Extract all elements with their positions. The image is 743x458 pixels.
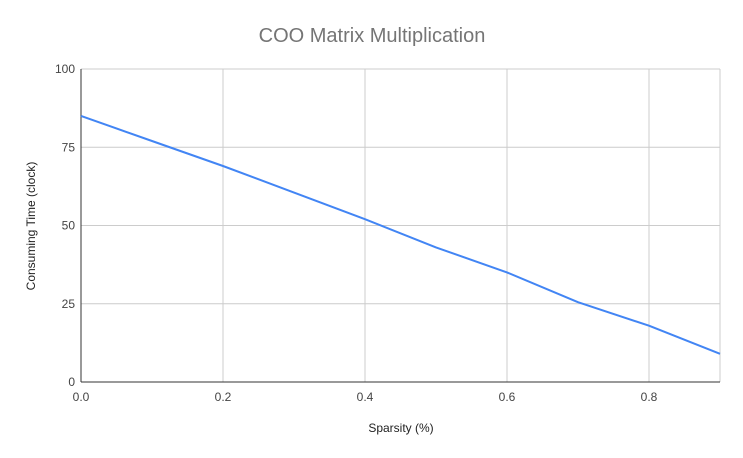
y-tick-label: 100 <box>55 62 75 76</box>
series-layer <box>80 114 721 355</box>
y-tick-label: 0 <box>68 375 75 389</box>
chart-title: COO Matrix Multiplication <box>259 25 486 47</box>
x-axis-label: Sparsity (%) <box>368 421 433 435</box>
y-tick-label: 75 <box>62 140 76 154</box>
grid-lines <box>81 68 721 382</box>
x-tick-label: 0.4 <box>357 390 374 404</box>
series-line <box>80 114 721 355</box>
y-tick-label: 25 <box>62 297 76 311</box>
x-tick-label: 0.0 <box>73 390 90 404</box>
y-axis-label: Consuming Time (clock) <box>24 162 38 291</box>
x-tick-label: 0.6 <box>499 390 516 404</box>
y-tick-label: 50 <box>62 219 76 233</box>
x-tick-label: 0.8 <box>641 390 658 404</box>
axes <box>80 69 720 383</box>
tick-labels: 0.0 0.2 0.4 0.6 0.8 0 25 50 75 100 <box>55 62 658 404</box>
x-tick-label: 0.2 <box>215 390 232 404</box>
